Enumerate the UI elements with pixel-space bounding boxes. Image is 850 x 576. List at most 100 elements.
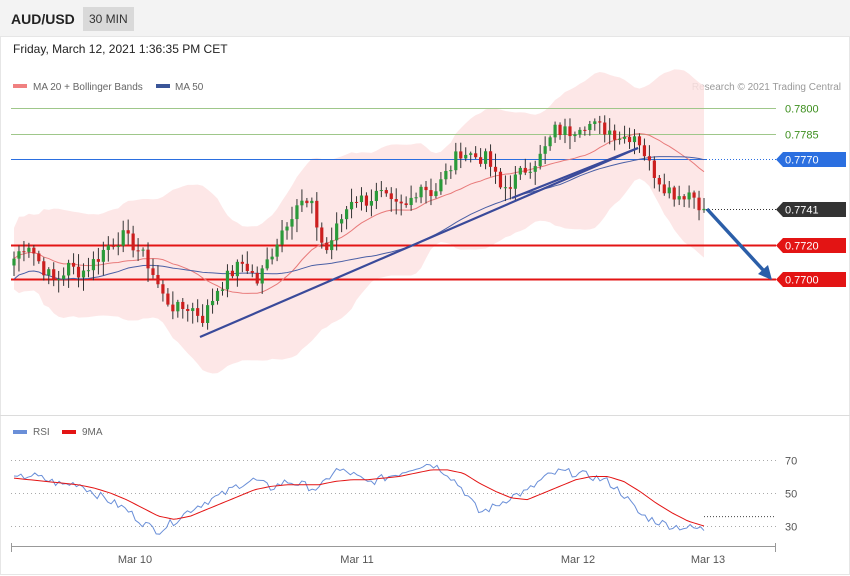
candle-body (697, 197, 701, 211)
candle (320, 222, 324, 249)
candle-body (598, 121, 602, 123)
candle-body (498, 171, 503, 188)
candle-body (245, 263, 249, 271)
candle-body (459, 151, 463, 159)
candle (101, 241, 105, 276)
candle (22, 240, 26, 262)
bollinger-band (14, 69, 704, 374)
candle-body (315, 200, 319, 228)
candle (71, 253, 76, 275)
candle (483, 148, 488, 170)
moving-averages (13, 133, 705, 294)
symbol-label: AUD/USD (11, 11, 75, 27)
candle (424, 180, 428, 204)
candle (32, 245, 36, 266)
candle (325, 237, 329, 254)
candle (91, 251, 96, 281)
candle (603, 115, 607, 143)
candle-body (667, 187, 671, 194)
candle-body (622, 136, 627, 139)
candle (52, 262, 56, 287)
candle-body (215, 290, 220, 301)
candle (42, 257, 46, 281)
candle (608, 118, 612, 145)
timeframe-button[interactable]: 30 MIN (83, 7, 134, 31)
candle-body (131, 233, 135, 251)
candle (553, 121, 557, 143)
candle (181, 298, 185, 319)
candle (444, 163, 448, 185)
candle-body (647, 156, 651, 161)
candle-body (603, 122, 607, 135)
trendlines (199, 146, 772, 339)
candle (106, 236, 110, 262)
candle-body (275, 244, 279, 257)
candle-body (325, 242, 329, 251)
candle (498, 168, 503, 190)
level-tag-2 (776, 152, 846, 167)
candle (528, 162, 532, 179)
level-value-2: 0.7770 (785, 155, 819, 167)
ma50-legend-label: MA 50 (175, 82, 204, 93)
candle (414, 192, 418, 203)
rsi-panel: 70 50 30 (11, 456, 797, 535)
candle (191, 302, 195, 324)
candle-body (250, 270, 254, 273)
x-tick-label: Mar 12 (561, 554, 595, 566)
candle-body (176, 301, 180, 312)
rsi-ma-legend-swatch (62, 430, 76, 434)
candle-body (573, 134, 577, 137)
rising-trendline (199, 146, 639, 339)
candle (220, 281, 225, 296)
short-trendline (511, 146, 639, 200)
candle (578, 127, 582, 138)
candle (86, 257, 91, 278)
candle (344, 205, 349, 230)
level-tag-4 (776, 238, 846, 253)
candle (702, 198, 706, 213)
rsi-tick-50: 50 (785, 489, 797, 501)
forecast-arrow-head (758, 265, 772, 280)
candle (404, 196, 408, 208)
candle-body (618, 138, 622, 140)
candle-body (414, 197, 418, 199)
candle-body (662, 184, 666, 194)
top-bar: AUD/USD 30 MIN (0, 0, 850, 36)
candle-body (543, 146, 547, 154)
candle-body (672, 187, 676, 200)
candle (543, 136, 547, 164)
candle (265, 247, 269, 271)
forecast-arrow-shaft (705, 207, 766, 273)
candle-body (429, 190, 433, 197)
candle-body (76, 266, 81, 278)
candle (434, 183, 438, 199)
x-tick-label: Mar 13 (691, 554, 725, 566)
rsi-tick-30: 30 (785, 522, 797, 534)
candle-body (469, 153, 473, 155)
candle (111, 238, 115, 250)
candle-body (479, 157, 483, 164)
credit-text: Research © 2021 Trading Central (692, 82, 841, 93)
candle (419, 184, 423, 204)
candle-body (682, 196, 686, 200)
level-tag-5 (776, 272, 846, 287)
candle-body (141, 249, 145, 251)
candle (270, 248, 274, 265)
candle (389, 187, 393, 212)
candle-body (255, 272, 259, 284)
candle (235, 259, 239, 287)
candle (622, 125, 627, 144)
candle-body (196, 308, 200, 316)
candle (657, 175, 661, 192)
candle-body (305, 200, 309, 204)
candle-body (409, 197, 413, 206)
candle (508, 175, 513, 200)
candle (429, 178, 433, 206)
candle-body (488, 151, 493, 167)
candle (201, 304, 205, 327)
candle (310, 197, 314, 214)
candle-body (86, 270, 91, 272)
candle-body (335, 223, 339, 241)
candle (369, 189, 374, 217)
candle-body (136, 250, 140, 252)
